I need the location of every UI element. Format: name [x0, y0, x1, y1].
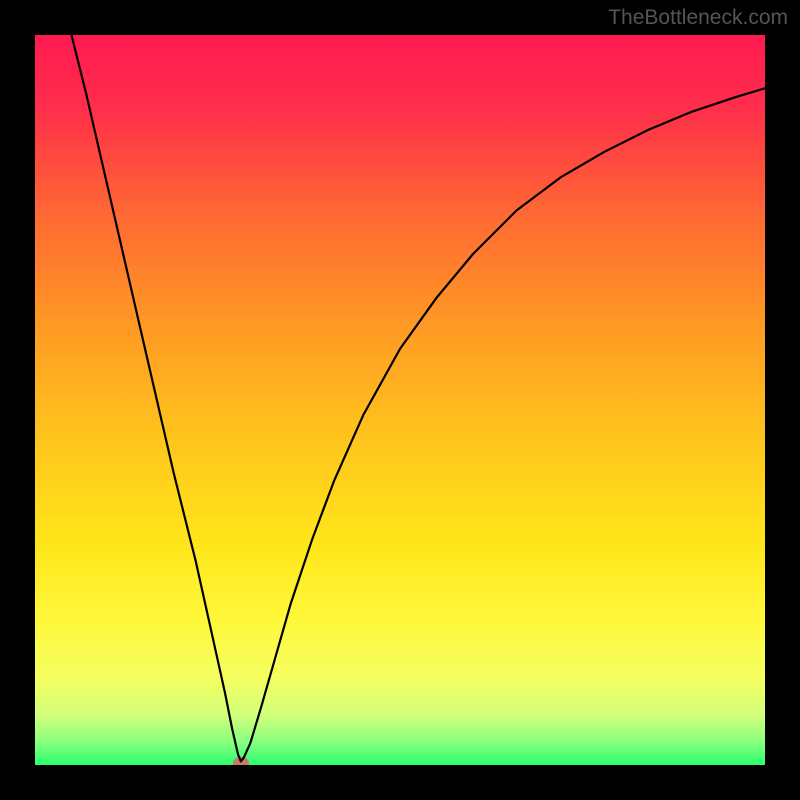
watermark-text: TheBottleneck.com: [608, 6, 788, 30]
curve-path: [72, 35, 766, 761]
plot-area: [35, 35, 765, 765]
bottleneck-curve: [35, 35, 765, 765]
